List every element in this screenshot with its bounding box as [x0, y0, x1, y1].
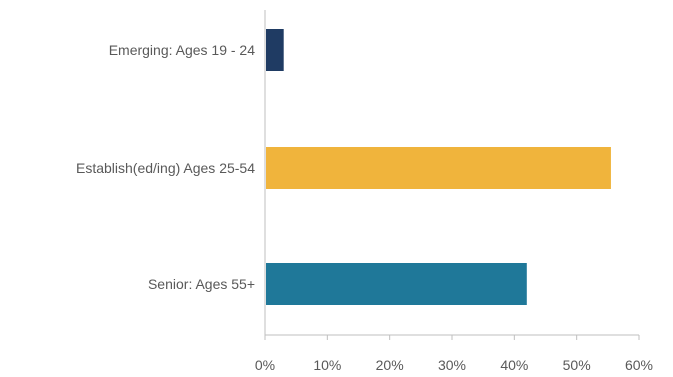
x-tick-label-5: 50% [563, 357, 591, 373]
x-tick-label-3: 30% [438, 357, 466, 373]
x-tick-label-2: 20% [376, 357, 404, 373]
bar-2 [266, 147, 611, 189]
category-label-1: Emerging: Ages 19 - 24 [109, 42, 256, 58]
category-label-3: Senior: Ages 55+ [148, 276, 255, 292]
bar-1 [266, 29, 284, 71]
bars [266, 29, 611, 305]
category-labels: Emerging: Ages 19 - 24 Establish(ed/ing) … [76, 42, 255, 292]
x-tick-label-1: 10% [313, 357, 341, 373]
category-label-2: Establish(ed/ing) Ages 25-54 [76, 160, 255, 176]
x-axis: 0% 10% 20% 30% 40% 50% 60% [255, 10, 653, 373]
bar-3 [266, 263, 527, 305]
x-tick-label-4: 40% [500, 357, 528, 373]
x-tick-label-0: 0% [255, 357, 275, 373]
x-tick-label-6: 60% [625, 357, 653, 373]
